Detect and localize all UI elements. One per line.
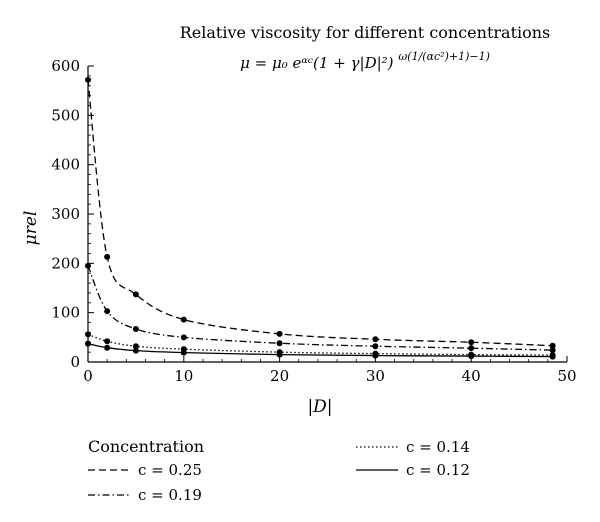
y-tick-label: 100: [51, 304, 80, 322]
x-tick-label: 0: [83, 367, 93, 385]
y-tick-label: 400: [51, 156, 80, 174]
x-tick-label: 50: [557, 367, 576, 385]
data-point: [104, 338, 111, 345]
legend-entry: c = 0.19: [138, 486, 202, 504]
chart-formula: μ = μ₀ eᵅᶜ(1 + γ|D|²) ω(1/(αc²)+1)−1): [240, 50, 490, 72]
data-point: [85, 331, 91, 338]
data-point: [104, 253, 111, 260]
y-axis-label: μrel: [21, 211, 41, 246]
x-tick-label: 40: [462, 367, 481, 385]
legend-entry: c = 0.14: [406, 438, 470, 456]
chart-formula-main: μ = μ₀ eᵅᶜ(1 + γ|D|²): [240, 54, 394, 72]
y-tick-label: 200: [51, 254, 80, 272]
chart-title: Relative viscosity for different concent…: [180, 23, 551, 42]
data-point: [132, 291, 139, 298]
x-tick-label: 20: [270, 367, 289, 385]
data-point: [372, 352, 379, 359]
x-axis-label: |D|: [307, 397, 332, 417]
data-point: [85, 76, 91, 83]
data-point: [549, 342, 556, 349]
data-point: [132, 325, 139, 332]
x-tick-label: 10: [174, 367, 193, 385]
data-point: [104, 344, 111, 351]
y-tick-label: 600: [51, 57, 80, 75]
data-point: [180, 334, 187, 341]
data-point: [549, 353, 556, 360]
x-tick-label: 30: [366, 367, 385, 385]
data-point: [85, 262, 91, 269]
series-line-0: [87, 79, 553, 347]
y-tick-label: 500: [51, 106, 80, 124]
data-point: [104, 308, 111, 315]
data-point: [180, 316, 187, 323]
legend: Concentration c = 0.25 c = 0.19 c = 0.14 c …: [88, 437, 470, 504]
data-point: [132, 343, 139, 350]
data-point: [276, 330, 283, 337]
y-tick-label: 0: [70, 353, 80, 371]
legend-entry: c = 0.25: [138, 461, 202, 479]
y-tick-label: 300: [51, 205, 80, 223]
legend-entry: c = 0.12: [406, 461, 470, 479]
data-point: [85, 340, 91, 347]
data-point: [372, 343, 379, 350]
legend-title: Concentration: [88, 437, 204, 456]
data-point: [549, 347, 556, 354]
data-point: [276, 340, 283, 347]
series-line-1: [87, 265, 553, 351]
data-point: [468, 345, 475, 352]
data-point: [468, 339, 475, 346]
data-point: [372, 336, 379, 343]
series-layer: [85, 76, 556, 360]
data-point: [180, 349, 187, 356]
data-point: [468, 353, 475, 360]
data-point: [276, 351, 283, 358]
chart-formula-exponent: ω(1/(αc²)+1)−1): [398, 50, 490, 63]
data-point: [132, 347, 139, 354]
